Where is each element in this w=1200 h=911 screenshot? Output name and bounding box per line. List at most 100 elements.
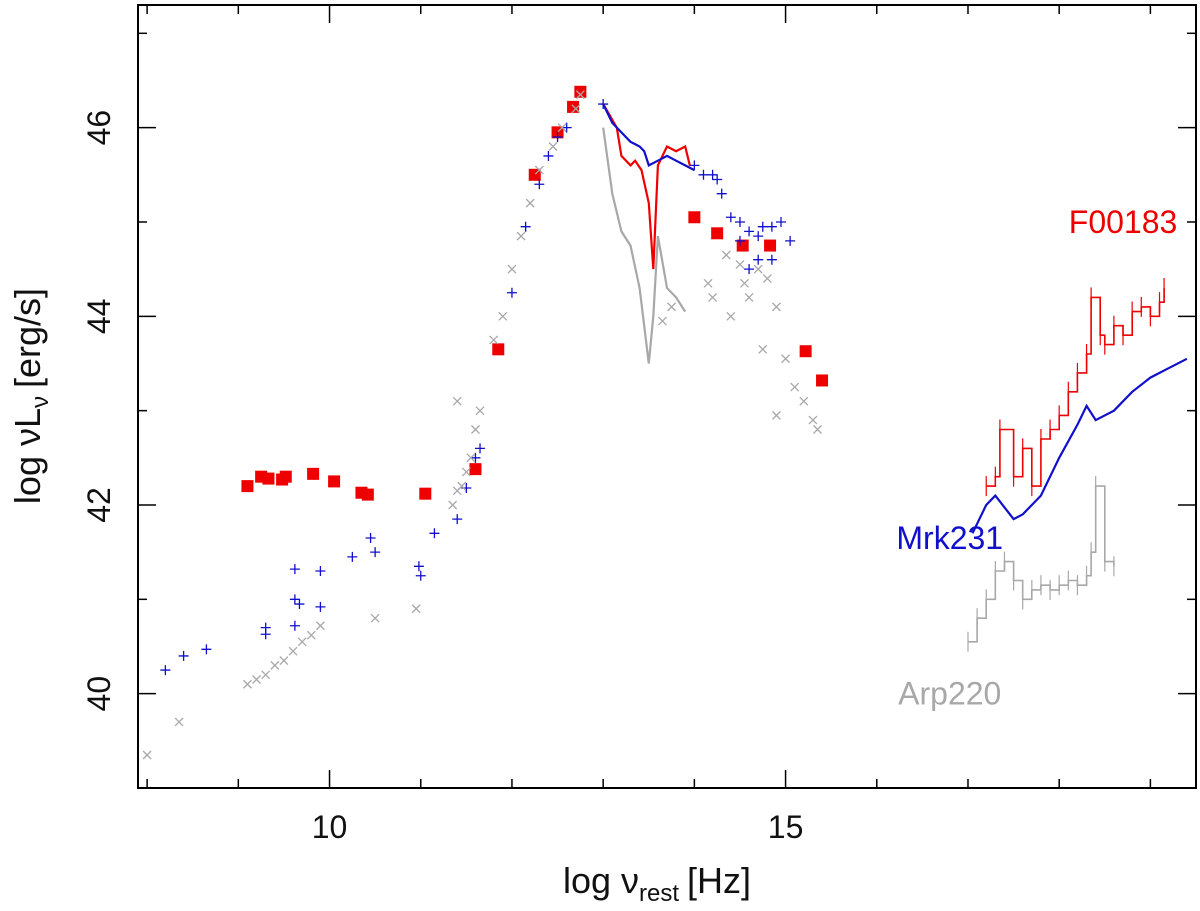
data-point-cross xyxy=(703,278,713,288)
series-label-f00183: F00183 xyxy=(1069,204,1178,240)
data-point-square xyxy=(419,487,432,500)
series-label-mrk231: Mrk231 xyxy=(896,520,1003,556)
data-point-cross xyxy=(548,142,558,151)
data-point-square xyxy=(262,472,275,485)
data-point-cross xyxy=(489,335,499,345)
data-point-cross xyxy=(726,311,736,321)
data-point-plus xyxy=(178,650,189,661)
data-point-plus xyxy=(561,122,572,133)
data-point-cross xyxy=(813,425,822,434)
data-point-plus xyxy=(452,514,463,525)
data-point-plus xyxy=(413,561,424,572)
data-point-square xyxy=(574,85,587,98)
data-point-cross xyxy=(242,679,252,689)
data-point-cross xyxy=(721,250,731,260)
data-point-cross xyxy=(534,165,544,175)
data-point-plus xyxy=(506,287,517,298)
data-point-plus xyxy=(289,594,300,605)
spectrum-step-line xyxy=(968,485,1115,643)
series-f00183-x-ray-spectrum xyxy=(985,278,1165,497)
data-point-cross xyxy=(252,675,262,684)
spectrum-line xyxy=(602,103,695,172)
data-point-cross xyxy=(270,660,280,670)
series-arp220-ir-spectrum xyxy=(602,127,687,364)
data-point-cross xyxy=(370,613,380,623)
data-point-cross xyxy=(174,717,184,727)
data-point-square xyxy=(799,345,812,358)
data-point-square xyxy=(307,467,320,480)
data-point-cross xyxy=(498,311,508,321)
data-point-plus xyxy=(725,212,736,223)
spectrum-line xyxy=(602,127,687,364)
y-tick-labels: 40 42 44 46 xyxy=(81,110,117,712)
data-point-plus xyxy=(415,570,426,581)
data-point-cross xyxy=(781,354,791,364)
data-point-square xyxy=(688,211,701,224)
y-axis-title-unit: [erg/s] xyxy=(7,288,48,388)
data-point-cross xyxy=(142,750,152,760)
data-point-cross xyxy=(753,264,763,274)
data-point-plus xyxy=(260,629,271,640)
data-point-cross xyxy=(799,396,809,406)
data-point-cross xyxy=(411,604,421,614)
data-point-plus xyxy=(470,452,481,463)
data-point-cross xyxy=(525,198,535,208)
data-point-cross xyxy=(744,292,754,302)
data-point-plus xyxy=(734,235,745,246)
data-point-cross xyxy=(571,104,581,114)
data-point-cross xyxy=(461,467,471,477)
spectrum-line xyxy=(971,357,1188,534)
data-point-cross xyxy=(288,646,298,656)
series-f00183-photometry xyxy=(241,85,829,501)
data-point-square xyxy=(711,227,724,240)
data-point-cross xyxy=(315,621,325,631)
x-tick-labels: 10 15 xyxy=(312,809,804,845)
data-point-cross xyxy=(657,316,667,326)
data-point-cross xyxy=(475,406,485,416)
data-series xyxy=(142,85,1188,760)
data-point-cross xyxy=(771,302,781,312)
series-label-arp220: Arp220 xyxy=(898,676,1001,712)
data-point-square xyxy=(328,475,341,488)
series-labels: F00183 Mrk231 Arp220 xyxy=(896,204,1177,712)
data-point-plus xyxy=(294,599,305,610)
series-arp220-x-ray-spectrum xyxy=(967,476,1115,652)
data-point-plus xyxy=(776,216,787,227)
data-point-cross xyxy=(279,656,289,666)
data-point-plus xyxy=(534,179,545,190)
y-tick-label: 46 xyxy=(81,110,117,146)
data-point-plus xyxy=(689,160,700,171)
data-point-plus xyxy=(716,188,727,199)
series-f00183-ir-spectrum xyxy=(602,103,691,270)
x-axis-title-unit: [Hz] xyxy=(687,860,751,901)
series-arp220-photometry xyxy=(142,90,822,760)
data-point-cross xyxy=(457,481,467,491)
data-point-square xyxy=(469,463,482,476)
spectrum-line xyxy=(602,103,691,270)
plot-frame xyxy=(137,4,1197,789)
series-mrk231-x-ray-spectrum xyxy=(971,357,1188,534)
data-point-plus xyxy=(757,221,768,232)
data-point-cross xyxy=(557,123,567,133)
data-point-cross xyxy=(507,264,517,274)
data-point-plus xyxy=(744,226,755,237)
x-tick-label: 15 xyxy=(768,809,804,845)
data-point-cross xyxy=(448,500,458,510)
data-point-cross xyxy=(261,670,271,680)
series-mrk231-photometry xyxy=(160,99,796,676)
data-point-plus xyxy=(520,221,531,232)
data-point-plus xyxy=(598,99,609,110)
data-point-plus xyxy=(315,601,326,612)
y-tick-label: 42 xyxy=(81,487,117,523)
y-axis-title-sub: ν xyxy=(27,396,54,408)
data-point-square xyxy=(361,488,374,501)
x-axis-title-main: log ν xyxy=(563,860,639,901)
data-point-plus xyxy=(370,547,381,558)
y-axis-title: log νLν [erg/s] xyxy=(7,288,54,504)
data-point-plus xyxy=(315,566,326,577)
data-point-cross xyxy=(297,637,307,647)
data-point-cross xyxy=(740,278,749,288)
series-mrk231-ir-spectrum xyxy=(602,103,695,172)
data-point-plus xyxy=(160,665,171,676)
data-point-plus xyxy=(365,533,376,544)
